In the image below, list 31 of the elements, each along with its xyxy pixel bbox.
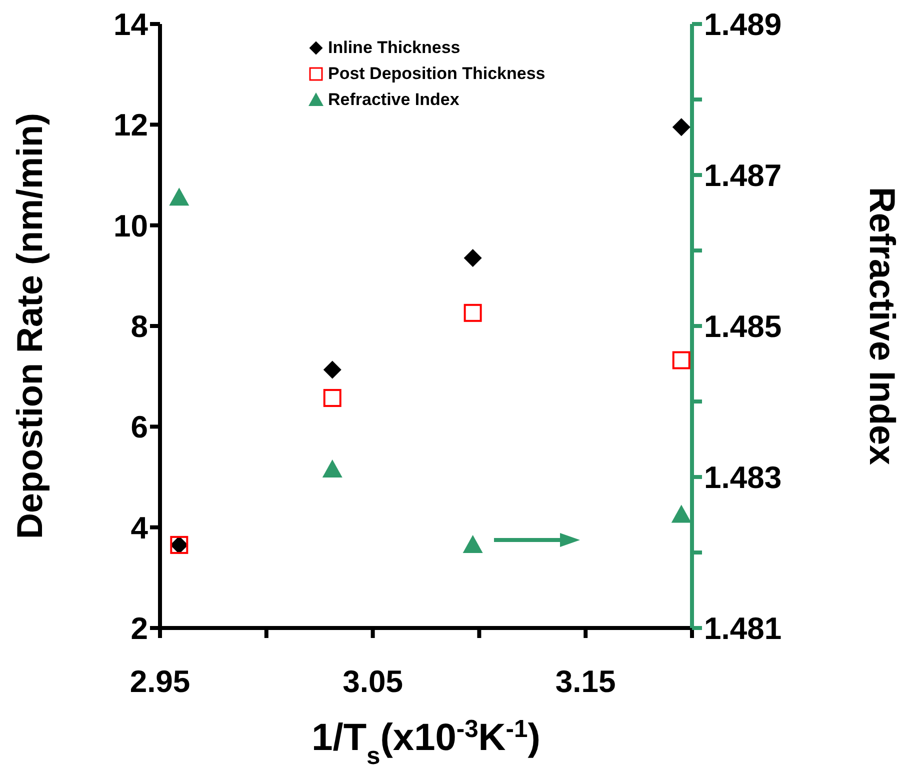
legend-label: Refractive Index <box>328 90 460 110</box>
point <box>672 351 690 370</box>
y2-tick-label: 1.483 <box>704 460 782 496</box>
y-tick-label: 8 <box>130 309 148 344</box>
legend-label: Post Deposition Thickness <box>328 64 546 84</box>
x-tick-label: 3.05 <box>342 664 403 700</box>
y-axis-title: Depostion Rate (nm/min) <box>9 112 50 540</box>
point <box>671 504 692 523</box>
y-tick-label: 12 <box>114 108 148 143</box>
x-axis-title: 1/T$_{s}$(x10$^{-3}$K$^{-1}$) <box>312 716 540 770</box>
point <box>672 118 690 136</box>
y2-tick-label: 1.489 <box>704 7 782 42</box>
y2-tick-label: 1.485 <box>704 309 782 344</box>
y-tick-label: 10 <box>114 208 148 244</box>
y2-axis-title: Refractive Index <box>862 186 903 466</box>
y-tick-label: 6 <box>130 410 148 445</box>
point <box>323 360 342 379</box>
y-tick-label: 4 <box>130 510 149 546</box>
x-tick-label: 3.15 <box>555 664 616 700</box>
point <box>462 534 483 553</box>
legend-label: Inline Thickness <box>328 38 460 58</box>
y-tick-label: 14 <box>114 7 149 42</box>
point <box>464 304 482 322</box>
y-tick-label: 2 <box>130 611 148 646</box>
y2-tick-label: 1.481 <box>704 611 782 646</box>
point <box>169 188 190 206</box>
point <box>464 249 482 268</box>
point <box>323 388 342 407</box>
y2-tick-label: 1.487 <box>704 158 782 194</box>
x-tick-label: 2.95 <box>130 664 190 700</box>
point <box>322 459 342 478</box>
